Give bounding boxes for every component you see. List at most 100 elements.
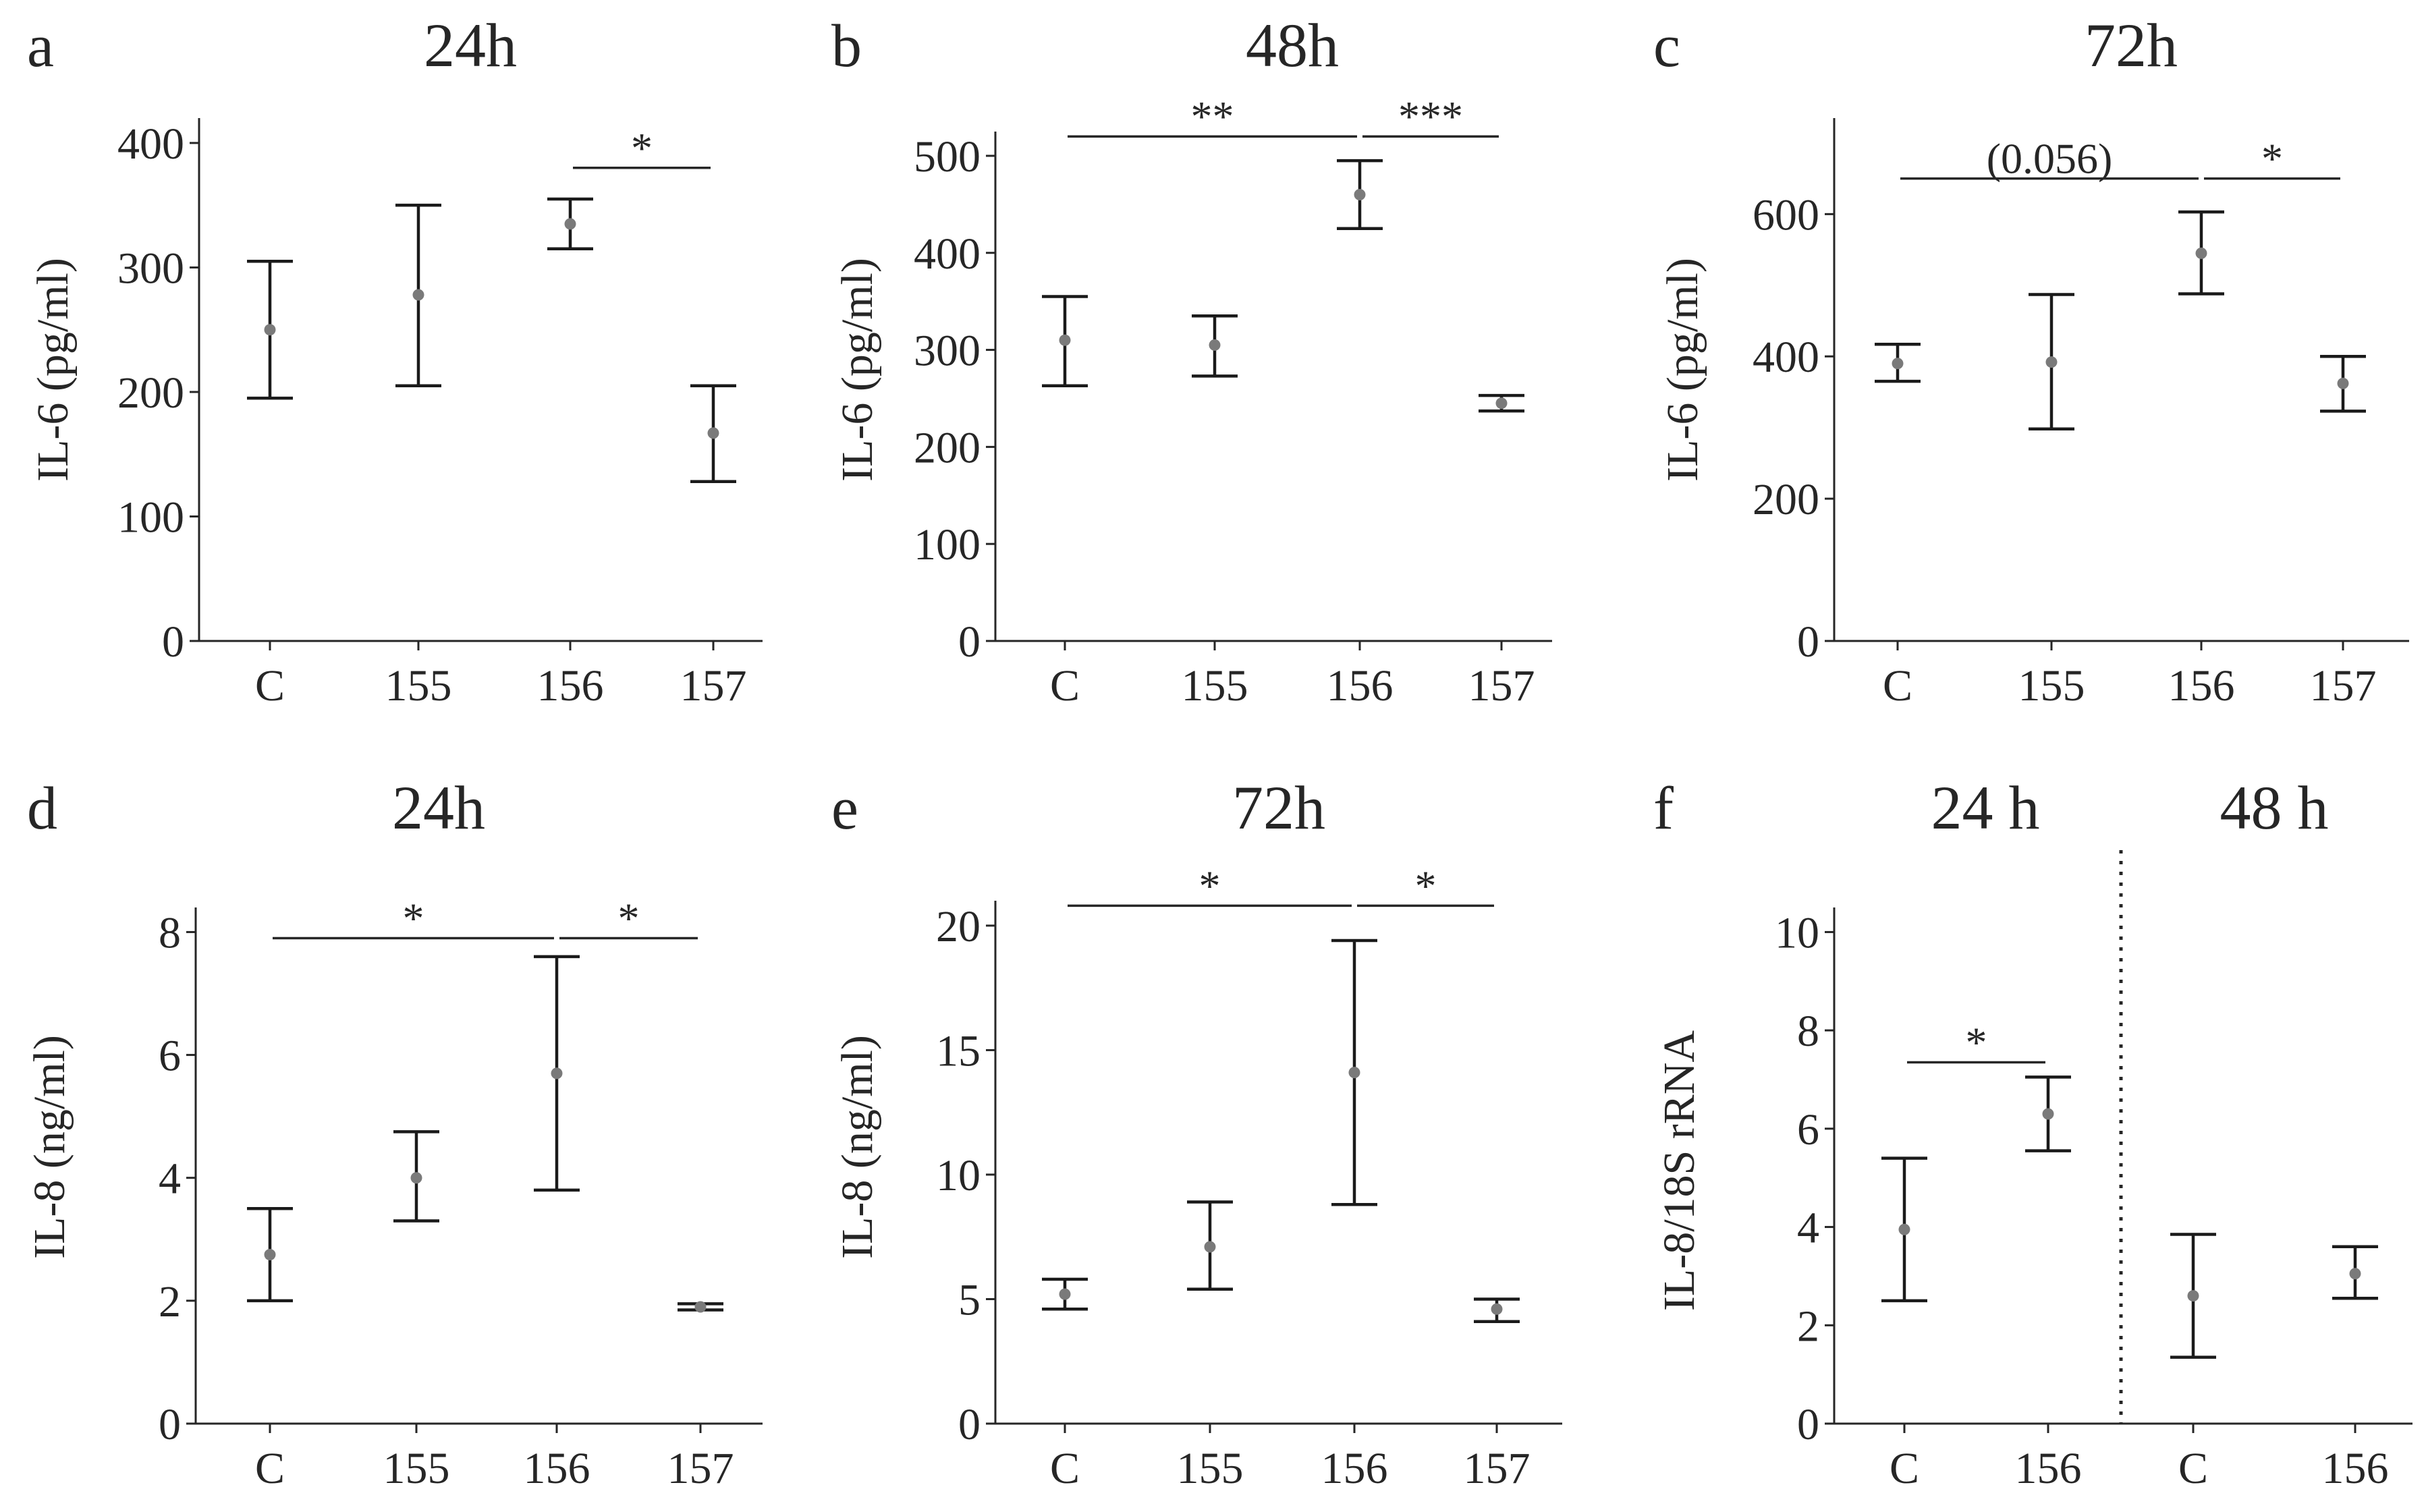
y-tick-label: 6 <box>159 1032 181 1081</box>
x-tick-label: 156 <box>524 1444 590 1493</box>
significance-label: (0.056) <box>1987 135 2113 183</box>
significance-label: * <box>1415 862 1437 909</box>
y-tick-label: 0 <box>162 617 184 667</box>
panel-letter: e <box>831 775 858 842</box>
y-tick-label: 100 <box>914 520 981 569</box>
mean-point <box>410 1172 422 1184</box>
y-tick-label: 0 <box>1797 617 1819 667</box>
y-axis-title: IL-6 (pg/ml) <box>28 258 78 482</box>
y-tick-label: 200 <box>914 423 981 472</box>
mean-point <box>1892 358 1904 370</box>
mean-point <box>2042 1108 2054 1120</box>
x-tick-label: 157 <box>667 1444 734 1493</box>
y-tick-label: 500 <box>914 132 981 181</box>
panel-letter: c <box>1653 13 1680 80</box>
mean-point <box>264 324 276 336</box>
x-tick-label: C <box>1050 661 1080 710</box>
panel-title: 48h <box>1246 11 1339 80</box>
y-tick-label: 0 <box>958 617 981 667</box>
y-tick-label: 200 <box>117 368 184 418</box>
mean-point <box>2187 1290 2199 1302</box>
x-tick-label: 155 <box>1177 1444 1244 1493</box>
y-tick-label: 2 <box>1797 1301 1819 1351</box>
y-tick-label: 20 <box>936 902 981 951</box>
mean-point <box>264 1249 276 1261</box>
panel-title-24h: 24 h <box>1931 773 2040 842</box>
panel-a: a 24h IL-6 (pg/ml) 0 100 200 300 400 C 155 156 1… <box>27 11 763 710</box>
y-axis-title: IL-6 (pg/ml) <box>833 258 882 482</box>
x-tick-label: 155 <box>385 661 452 710</box>
panel-letter: f <box>1653 775 1674 842</box>
y-tick-label: 8 <box>1797 1007 1819 1056</box>
x-tick-label: C <box>1883 661 1912 710</box>
x-tick-label: 155 <box>383 1444 450 1493</box>
panel-title-48h: 48 h <box>2220 773 2329 842</box>
y-tick-label: 0 <box>159 1400 181 1449</box>
y-tick-label: 8 <box>159 908 181 957</box>
mean-point <box>412 289 424 301</box>
mean-point <box>564 218 576 230</box>
x-tick-label: 156 <box>1327 661 1394 710</box>
significance-label: * <box>618 895 640 943</box>
mean-point <box>1348 1067 1360 1079</box>
y-axis-title: IL-6 (pg/ml) <box>1658 258 1707 482</box>
x-tick-label: C <box>255 1444 285 1493</box>
y-tick-label: 10 <box>1775 908 1819 957</box>
y-axis-title: IL-8 (ng/ml) <box>833 1035 882 1259</box>
panel-letter: d <box>27 775 57 842</box>
y-tick-label: 0 <box>1797 1400 1819 1449</box>
mean-point <box>1898 1223 1910 1235</box>
y-tick-label: 100 <box>117 493 184 542</box>
x-tick-label: 156 <box>537 661 604 710</box>
mean-point <box>2349 1268 2361 1280</box>
y-tick-label: 4 <box>159 1154 181 1204</box>
panel-title: 24h <box>424 11 517 80</box>
panel-f: f 24 h 48 h IL-8/18S rRNA 0 2 4 6 8 10 C 156 C 15… <box>1653 773 2413 1493</box>
panel-title: 72h <box>1232 773 1325 842</box>
mean-point <box>1354 188 1366 200</box>
y-tick-label: 200 <box>1753 475 1819 524</box>
mean-point <box>1491 1303 1503 1315</box>
y-tick-label: 300 <box>117 244 184 293</box>
panel-c: c 72h IL-6 (pg/ml) 0 200 400 600 C 155 156 157 (… <box>1653 11 2409 710</box>
y-tick-label: 0 <box>958 1400 981 1449</box>
mean-point <box>694 1301 707 1313</box>
mean-point <box>2195 247 2207 259</box>
y-tick-label: 15 <box>936 1026 981 1075</box>
y-tick-label: 5 <box>958 1275 981 1324</box>
x-tick-label: C <box>1890 1444 1919 1493</box>
mean-point <box>551 1067 563 1080</box>
panel-b: b 48h IL-6 (pg/ml) 0 100 200 300 400 500 C 155 1… <box>831 11 1552 710</box>
panel-letter: b <box>831 13 862 80</box>
x-tick-label: 156 <box>1321 1444 1388 1493</box>
mean-point <box>1209 339 1221 351</box>
mean-point <box>1495 397 1508 410</box>
mean-point <box>1059 1288 1071 1300</box>
x-tick-label: C <box>1050 1444 1080 1493</box>
panel-e: e 72h IL-8 (ng/ml) 0 5 10 15 20 C 155 156 157 * * <box>831 773 1562 1493</box>
y-tick-label: 400 <box>914 229 981 279</box>
y-tick-label: 2 <box>159 1277 181 1326</box>
y-tick-label: 4 <box>1797 1204 1819 1253</box>
y-tick-label: 6 <box>1797 1105 1819 1154</box>
y-tick-label: 10 <box>936 1151 981 1200</box>
x-tick-label: 157 <box>2310 661 2377 710</box>
x-tick-label: 157 <box>680 661 747 710</box>
x-tick-label: 157 <box>1464 1444 1531 1493</box>
mean-point <box>707 427 719 439</box>
x-tick-label: 156 <box>2322 1444 2389 1493</box>
significance-label: ** <box>1191 92 1234 140</box>
significance-label: * <box>403 895 424 943</box>
panel-d: d 24h IL-8 (ng/ml) 0 2 4 6 8 C 155 156 157 * * <box>25 773 763 1493</box>
significance-label: * <box>631 124 653 172</box>
x-tick-label: 156 <box>2168 661 2235 710</box>
x-tick-label: 156 <box>2015 1444 2082 1493</box>
panel-title: 72h <box>2085 11 2178 80</box>
mean-point <box>1059 334 1071 346</box>
y-tick-label: 400 <box>1753 333 1819 382</box>
y-tick-label: 400 <box>117 119 184 169</box>
x-tick-label: 155 <box>1182 661 1248 710</box>
y-tick-label: 600 <box>1753 190 1819 240</box>
significance-label: * <box>2261 135 2283 183</box>
